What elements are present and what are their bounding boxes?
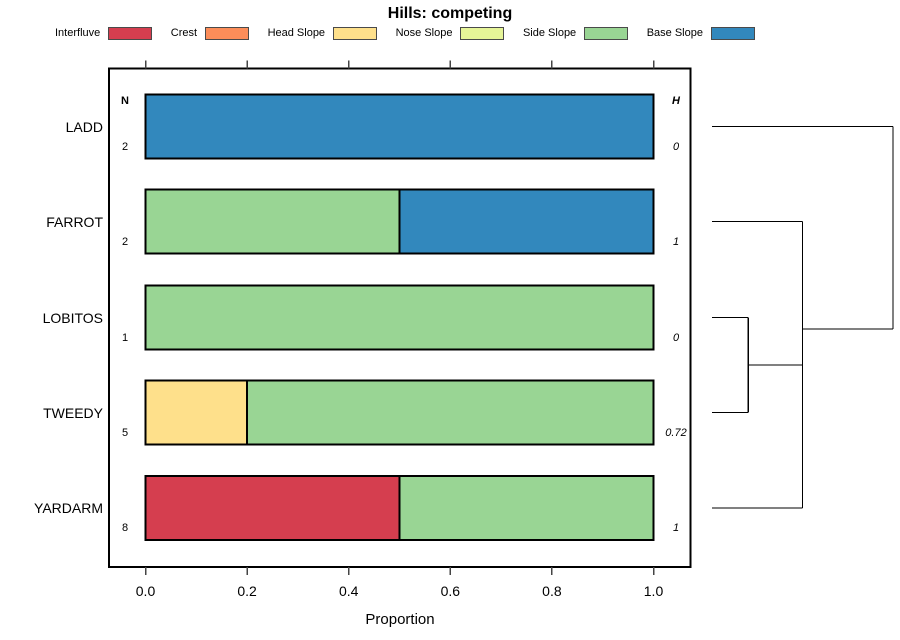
legend-swatch: [333, 26, 378, 40]
category-label-yardarm: YARDARM: [34, 500, 103, 516]
n-column-header: N: [121, 95, 129, 107]
bar-segment-yardarm-interfluve: [144, 475, 401, 541]
legend-swatch: [205, 26, 250, 40]
legend-label: Nose Slope: [395, 27, 453, 39]
x-axis-label: Proportion: [365, 611, 435, 628]
chart-title: Hills: competing: [387, 5, 513, 22]
legend-item-head-slope: Head Slope: [267, 26, 378, 40]
x-tick-label: 0.8: [542, 583, 562, 599]
legend-label: Side Slope: [522, 27, 577, 39]
n-value-tweedy: 5: [121, 426, 129, 439]
category-label-ladd: LADD: [65, 118, 103, 135]
bar-segment-lobitos-side-slope: [144, 284, 655, 351]
bar-segment-tweedy-side-slope: [246, 379, 655, 446]
plot-border: [108, 67, 692, 568]
legend-label: Head Slope: [267, 27, 326, 39]
n-value-yardarm: 8: [121, 522, 129, 534]
h-column-header: H: [672, 95, 680, 107]
legend-swatch: [108, 26, 153, 40]
legend-item-side-slope: Side Slope: [522, 26, 629, 40]
x-tick-label: 0.4: [338, 583, 359, 599]
h-value-yardarm: 1: [672, 522, 680, 534]
h-value-ladd: 0: [672, 140, 680, 153]
category-label-tweedy: TWEEDY: [43, 404, 103, 421]
legend-label: Interfluve: [55, 27, 101, 39]
category-label-farrot: FARROT: [46, 213, 103, 230]
legend-label: Crest: [170, 27, 198, 39]
x-tick-label: 0.2: [237, 583, 257, 599]
legend-swatch: [460, 26, 505, 40]
h-value-tweedy: 0.72: [665, 426, 687, 439]
bar-segment-tweedy-head-slope: [144, 379, 248, 446]
h-value-farrot: 1: [672, 235, 680, 248]
legend-swatch: [710, 26, 755, 40]
legend-swatch: [584, 26, 629, 40]
bar-segment-farrot-base-slope: [398, 188, 655, 255]
legend-item-interfluve: Interfluve: [55, 26, 153, 40]
n-value-farrot: 2: [121, 235, 129, 248]
h-value-lobitos: 0: [672, 331, 680, 344]
category-label-lobitos: LOBITOS: [42, 309, 103, 326]
x-tick-label: 0.0: [135, 583, 156, 599]
bar-segment-farrot-side-slope: [144, 188, 401, 255]
dendrogram: [712, 125, 894, 509]
n-value-ladd: 2: [121, 140, 129, 153]
n-value-lobitos: 1: [121, 331, 129, 344]
legend-item-crest: Crest: [170, 26, 250, 40]
legend: Interfluve Crest Head Slope Nose Slope Side …: [55, 25, 755, 41]
x-tick-label: 0.6: [440, 583, 461, 599]
legend-item-nose-slope: Nose Slope: [395, 26, 505, 40]
legend-label: Base Slope: [646, 27, 703, 39]
bar-segment-yardarm-side-slope: [398, 475, 655, 541]
legend-item-base-slope: Base Slope: [646, 26, 755, 40]
bar-segment-ladd-base-slope: [144, 93, 655, 160]
x-tick-label: 1.0: [643, 583, 664, 599]
